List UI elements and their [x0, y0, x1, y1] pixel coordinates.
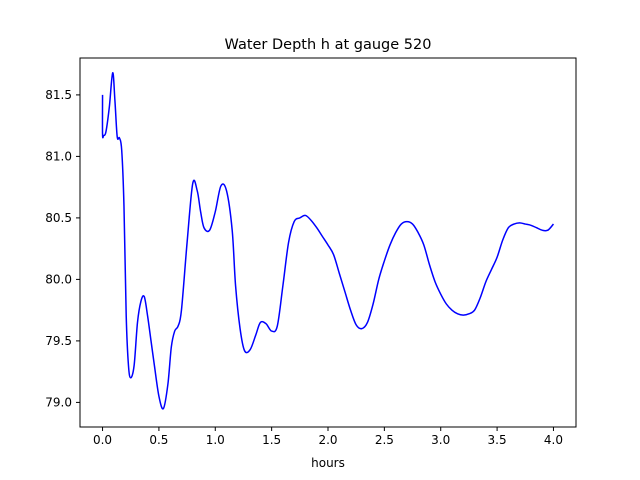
x-tick-label: 0.0: [93, 433, 112, 447]
x-tick-label: 1.0: [206, 433, 225, 447]
x-tick-label: 3.0: [431, 433, 450, 447]
x-tick-label: 1.5: [262, 433, 281, 447]
y-tick-label: 79.0: [45, 395, 72, 409]
chart-title: Water Depth h at gauge 520: [225, 37, 432, 53]
series-layer: [101, 72, 555, 410]
y-axis: 79.0 79.5 80.0 80.5 81.0 81.5: [45, 88, 80, 409]
x-axis-label: hours: [311, 456, 345, 470]
y-tick-label: 81.0: [45, 149, 72, 163]
x-axis: 0.0 0.5 1.0 1.5 2.0 2.5 3.0 3.5 4.0: [93, 427, 563, 447]
x-tick-label: 3.5: [488, 433, 507, 447]
x-tick-label: 4.0: [544, 433, 563, 447]
y-tick-label: 80.5: [45, 211, 72, 225]
y-tick-label: 81.5: [45, 88, 72, 102]
y-tick-label: 80.0: [45, 272, 72, 286]
x-tick-label: 2.0: [318, 433, 337, 447]
series-line: [101, 72, 555, 410]
y-tick-label: 79.5: [45, 334, 72, 348]
x-tick-label: 0.5: [149, 433, 168, 447]
x-tick-label: 2.5: [375, 433, 394, 447]
